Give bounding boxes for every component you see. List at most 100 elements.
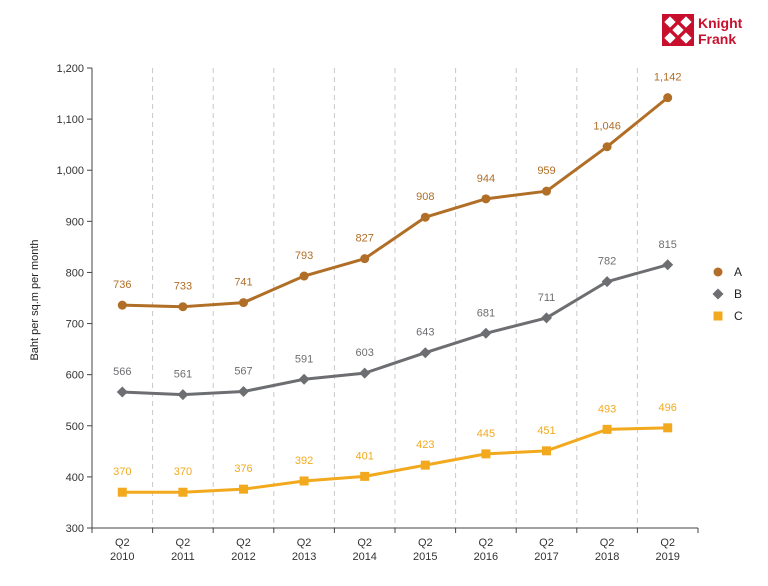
series-a-data-label: 793 xyxy=(295,250,313,262)
series-c-data-label: 493 xyxy=(598,403,616,415)
series-b-data-label: 567 xyxy=(234,366,252,378)
series-a-point xyxy=(178,302,188,312)
series-a-data-label: 741 xyxy=(234,277,252,289)
series-a-point xyxy=(239,298,248,308)
x-tick-label-year: 2018 xyxy=(595,551,619,563)
series-c-data-label: 376 xyxy=(234,463,252,475)
x-tick-label-year: 2016 xyxy=(474,551,498,563)
y-tick-label: 300 xyxy=(66,523,84,535)
series-c-point xyxy=(360,471,370,481)
series-b-data-label: 815 xyxy=(659,239,677,251)
y-axis-label: Baht per sq.m per month xyxy=(29,239,41,360)
series-a-point xyxy=(117,300,127,310)
y-tick-label: 600 xyxy=(66,370,84,382)
series-c-data-label: 370 xyxy=(113,466,131,478)
knight-frank-logo-icon xyxy=(662,14,694,46)
x-tick-label-year: 2015 xyxy=(413,551,437,563)
series-b-point xyxy=(359,367,371,379)
x-tick-label-quarter: Q2 xyxy=(297,537,312,549)
legend-c-label: C xyxy=(734,309,743,323)
x-tick-label-quarter: Q2 xyxy=(418,537,433,549)
logo-text-line1: Knight xyxy=(698,15,743,31)
x-tick-label-year: 2013 xyxy=(292,551,316,563)
x-tick-label-year: 2010 xyxy=(110,551,134,563)
series-a-data-label: 908 xyxy=(416,191,434,203)
x-tick-label-quarter: Q2 xyxy=(539,537,554,549)
legend-a-label: A xyxy=(734,265,742,279)
series-b-data-label: 566 xyxy=(113,366,131,378)
x-axis-ticks: Q2 2010 Q2 2011 Q2 2012 Q2 2013 Q2 2014 Q2 2015 Q2 20… xyxy=(91,528,699,563)
series-a-point xyxy=(663,93,673,103)
x-tick-label-quarter: Q2 xyxy=(236,537,251,549)
x-tick-label-quarter: Q2 xyxy=(357,537,372,549)
y-tick-label: 900 xyxy=(66,216,84,228)
series-a-data-label: 959 xyxy=(537,165,555,177)
series-b-point xyxy=(238,386,249,398)
x-tick-label-year: 2011 xyxy=(171,551,195,563)
series-a-data-label: 1,046 xyxy=(593,121,621,133)
legend-c-point xyxy=(713,311,723,321)
series-b-data-label: 591 xyxy=(295,353,313,365)
series-c-data-label: 423 xyxy=(416,439,434,451)
chart-gridlines xyxy=(152,68,638,528)
series-b-point xyxy=(601,276,613,288)
x-tick-label-year: 2017 xyxy=(534,551,558,563)
series-a-data-label: 1,142 xyxy=(654,72,682,84)
y-axis-ticks: 300 400 500 600 700 800 900 1,000 1,100 1,200 xyxy=(56,63,92,535)
y-tick-label: 1,200 xyxy=(56,63,84,75)
series-b-point xyxy=(116,386,128,398)
series-c-point xyxy=(663,423,673,433)
legend-b-point xyxy=(712,288,724,300)
series-c: 370 370 376 392 401 423 445 451 493 496 xyxy=(113,402,677,497)
series-b-data-label: 782 xyxy=(598,256,616,268)
series-a-point xyxy=(481,194,491,204)
series-c-data-label: 445 xyxy=(477,428,495,440)
series-a-point xyxy=(360,254,370,264)
series-a-line xyxy=(122,96,669,309)
series-c-data-label: 392 xyxy=(295,455,313,467)
y-tick-label: 700 xyxy=(66,319,84,331)
y-tick-label: 500 xyxy=(66,421,84,433)
series-b-point xyxy=(480,327,492,339)
series-c-data-label: 401 xyxy=(356,450,374,462)
series-b-data-label: 643 xyxy=(416,327,434,339)
y-tick-label: 1,100 xyxy=(56,114,84,126)
series-c-point xyxy=(481,449,491,459)
series-c-point xyxy=(420,460,430,470)
series-c-point xyxy=(178,487,188,497)
series-a-point xyxy=(420,212,430,222)
series-a: 736 733 741 793 827 908 944 959 1,046 1,142 xyxy=(113,72,681,312)
logo-text-line2: Frank xyxy=(698,31,736,47)
series-c-line xyxy=(122,426,668,494)
series-c-data-label: 370 xyxy=(174,466,192,478)
series-a-point xyxy=(542,186,551,196)
x-tick-label-year: 2014 xyxy=(352,551,376,563)
chart-legend: ABC xyxy=(712,265,743,323)
series-a-data-label: 827 xyxy=(356,233,374,245)
x-tick-label-year: 2012 xyxy=(231,551,255,563)
series-b-data-label: 603 xyxy=(356,347,374,359)
series-b-data-label: 711 xyxy=(538,292,556,304)
series-a-data-label: 736 xyxy=(113,279,131,291)
x-tick-label-quarter: Q2 xyxy=(176,537,191,549)
legend-a: A xyxy=(713,265,742,279)
series-b-point xyxy=(419,347,431,359)
y-tick-label: 1,000 xyxy=(56,165,84,177)
series-c-point xyxy=(602,424,612,434)
chart-series: 736 733 741 793 827 908 944 959 1,046 1,142 566 561… xyxy=(113,72,681,497)
legend-a-point xyxy=(713,267,723,277)
series-b-line xyxy=(122,263,669,397)
series-a-data-label: 944 xyxy=(477,173,495,185)
series-b-point xyxy=(298,373,310,385)
series-b-data-label: 561 xyxy=(174,369,192,381)
legend-b-label: B xyxy=(734,287,742,301)
series-c-point xyxy=(542,446,551,456)
series-b: 566 561 567 591 603 643 681 711 782 815 xyxy=(113,239,677,401)
series-a-point xyxy=(299,271,309,281)
knight-frank-logo: Knight Frank xyxy=(662,14,743,47)
y-tick-label: 400 xyxy=(66,472,84,484)
series-c-point xyxy=(299,476,309,486)
x-tick-label-quarter: Q2 xyxy=(115,537,130,549)
series-b-point xyxy=(541,312,552,324)
